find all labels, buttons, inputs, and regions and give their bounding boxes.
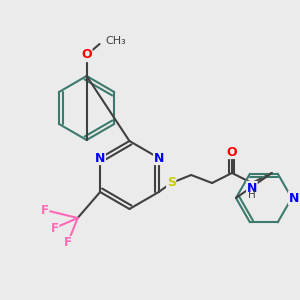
- Text: CH₃: CH₃: [106, 36, 126, 46]
- Text: O: O: [81, 49, 92, 62]
- Text: N: N: [247, 182, 257, 194]
- Text: N: N: [289, 191, 299, 205]
- Text: F: F: [51, 221, 59, 235]
- Text: S: S: [167, 176, 176, 190]
- Text: F: F: [41, 203, 49, 217]
- Text: N: N: [95, 152, 105, 164]
- Text: N: N: [154, 152, 164, 164]
- Text: O: O: [227, 146, 237, 158]
- Text: H: H: [248, 190, 256, 200]
- Text: F: F: [64, 236, 72, 250]
